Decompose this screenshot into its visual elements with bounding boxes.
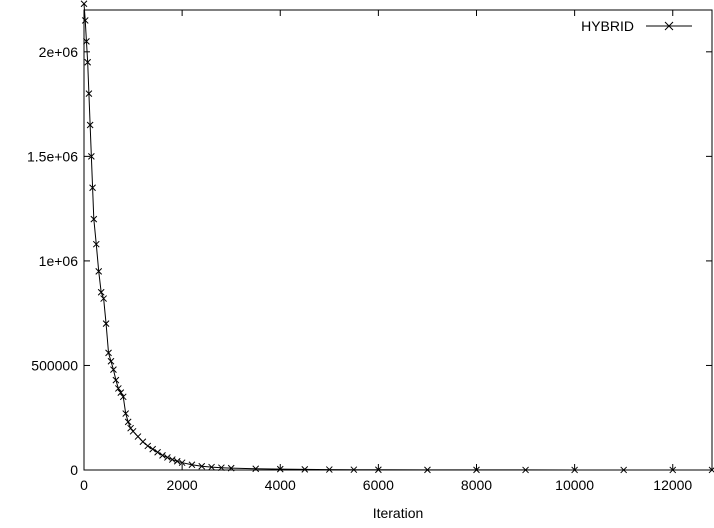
data-point: [522, 466, 529, 474]
data-point: [301, 466, 309, 473]
y-tick-label: 1e+06: [39, 253, 79, 269]
data-point: [124, 418, 132, 426]
plot-frame: [83, 9, 713, 471]
x-tick-label: 6000: [363, 477, 394, 493]
data-point: [83, 38, 90, 45]
legend: HYBRID: [581, 18, 692, 34]
data-point: [80, 0, 88, 8]
data-point: [571, 466, 578, 474]
data-point: [178, 459, 186, 467]
data-point: [325, 466, 333, 473]
y-tick-label: 500000: [31, 357, 78, 373]
data-point: [129, 427, 137, 435]
data-point: [89, 184, 96, 192]
series-line-hybrid: [83, 3, 712, 471]
data-point: [92, 240, 100, 248]
data-point: [144, 442, 152, 450]
x-axis: 0 2000 4000 6000 8000 10000 12000: [80, 10, 692, 493]
legend-marker-hybrid: [664, 21, 674, 31]
data-point: [139, 438, 147, 446]
data-point: [122, 410, 130, 417]
data-point: [620, 466, 628, 474]
data-point: [90, 215, 98, 223]
data-point: [84, 58, 92, 66]
data-point: [95, 268, 103, 275]
data-point: [164, 454, 171, 461]
data-point: [81, 17, 89, 24]
data-point: [86, 121, 94, 129]
x-tick-label: 10000: [555, 477, 594, 493]
data-point: [188, 461, 196, 469]
data-point: [110, 366, 117, 373]
data-point: [159, 452, 166, 459]
data-point: [102, 320, 110, 327]
y-tick-label: 1.5e+06: [27, 148, 78, 164]
y-tick-label: 2e+06: [39, 44, 79, 60]
data-point: [149, 445, 157, 453]
x-tick-label: 12000: [653, 477, 692, 493]
data-point: [119, 393, 127, 401]
data-point: [105, 349, 112, 357]
series-layer: [80, 0, 714, 474]
y-axis: 0 500000 1e+06 1.5e+06 2e+06: [27, 44, 712, 478]
data-point: [276, 465, 284, 473]
data-point: [112, 376, 120, 384]
x-tick-label: 0: [80, 477, 88, 493]
data-point: [134, 433, 142, 440]
data-point: [208, 463, 215, 471]
data-point: [173, 457, 181, 465]
x-axis-label: Iteration: [373, 505, 424, 521]
data-point: [168, 456, 176, 463]
y-tick-label: 0: [70, 462, 78, 478]
data-point: [375, 466, 382, 474]
data-point: [100, 295, 107, 302]
data-point: [85, 90, 93, 97]
data-point: [669, 466, 677, 474]
data-point: [114, 385, 122, 392]
data-point: [252, 465, 260, 473]
legend-label-hybrid: HYBRID: [581, 18, 634, 34]
data-point: [424, 466, 431, 474]
data-point: [97, 288, 105, 296]
x-tick-label: 2000: [167, 477, 198, 493]
x-tick-label: 4000: [265, 477, 296, 493]
data-point: [227, 464, 235, 472]
data-point: [154, 448, 161, 456]
data-point: [708, 466, 714, 474]
data-point: [117, 389, 125, 396]
data-point: [198, 462, 206, 470]
data-point: [350, 466, 358, 474]
data-point: [88, 153, 95, 160]
data-point: [107, 357, 115, 365]
data-point: [473, 466, 480, 474]
x-tick-label: 8000: [461, 477, 492, 493]
data-point: [218, 464, 225, 472]
